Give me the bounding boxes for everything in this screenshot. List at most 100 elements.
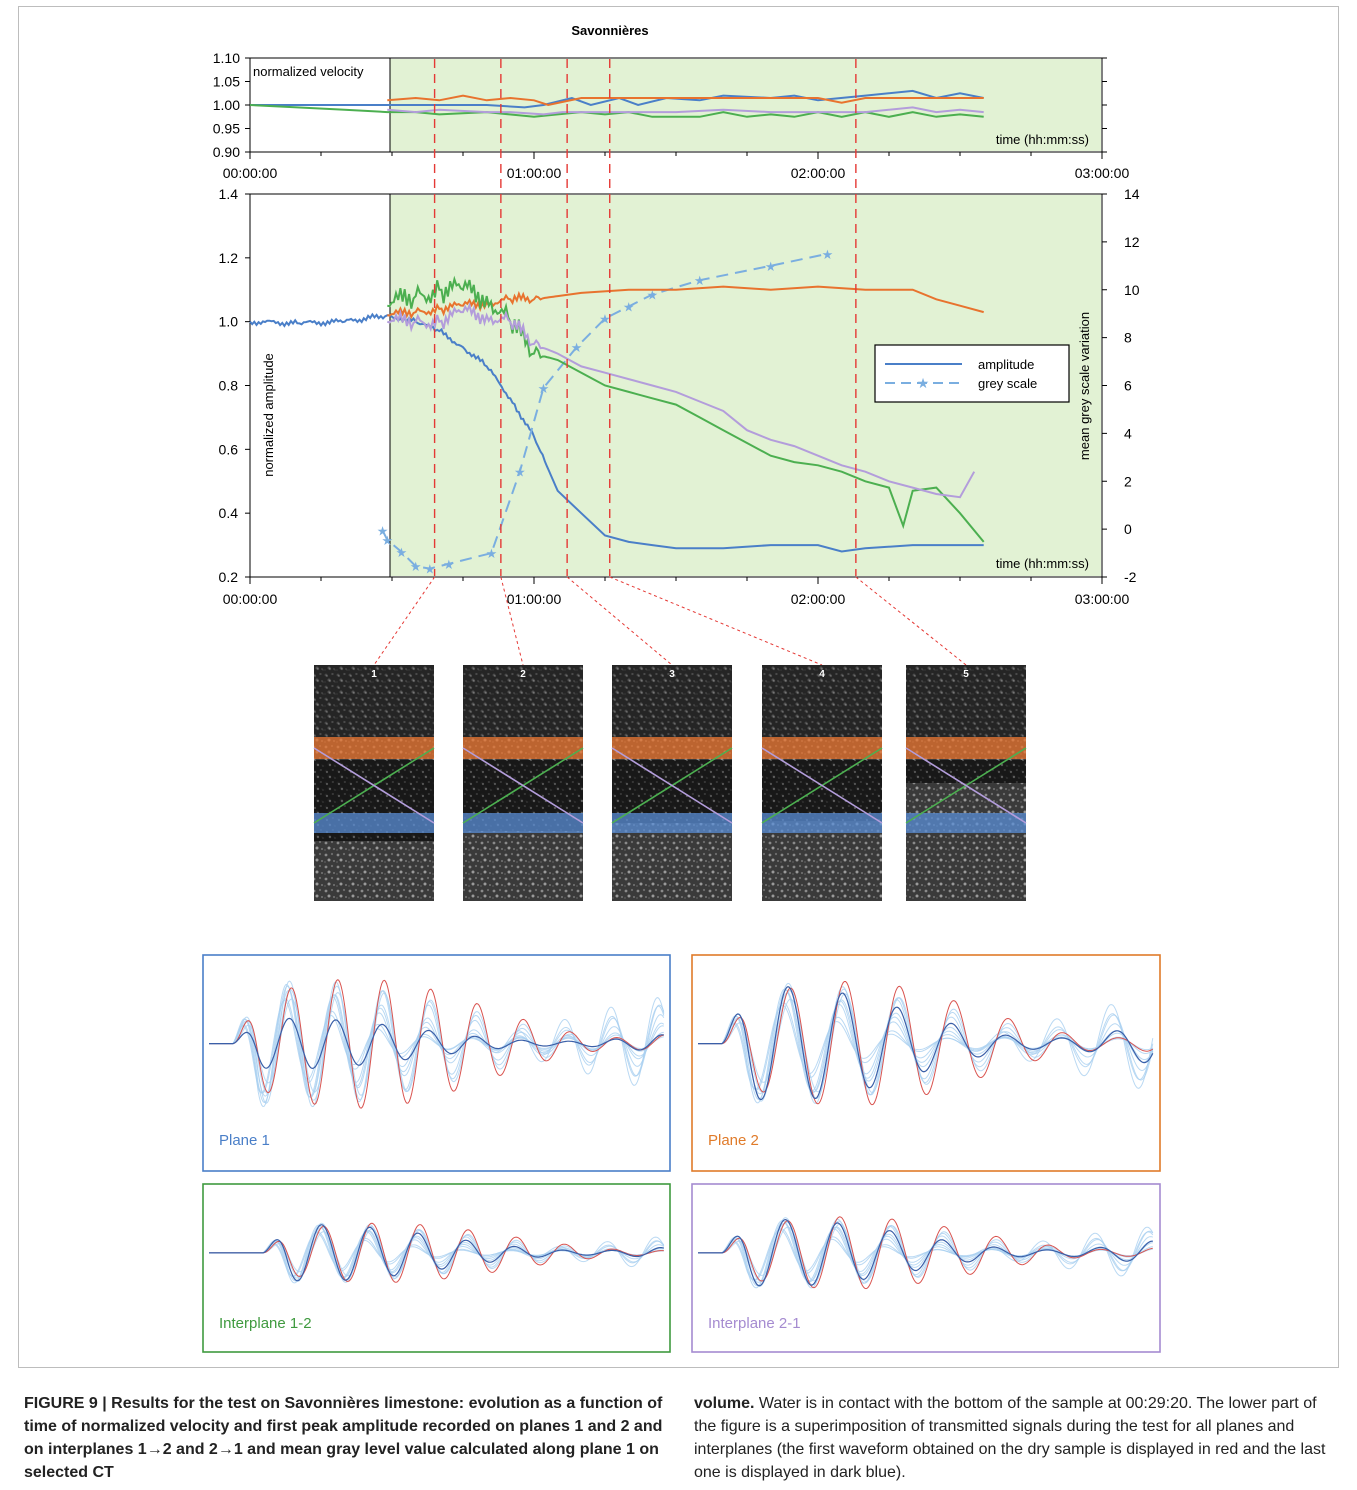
ct-image-label: 2 xyxy=(520,669,526,680)
ct-interplane-2-1 xyxy=(462,747,584,824)
grey-scale-ylabel: mean grey scale variation xyxy=(1077,312,1092,460)
ct-top-zone xyxy=(762,665,882,737)
caption-left-column: FIGURE 9 | Results for the test on Savon… xyxy=(24,1392,664,1484)
legend-amplitude-label: amplitude xyxy=(978,357,1034,372)
ct-plane-2-band xyxy=(762,737,882,759)
velocity-series-line xyxy=(250,89,984,109)
amplitude-ytick-label: 0.6 xyxy=(219,441,239,457)
grey-scale-ytick-label: 6 xyxy=(1124,378,1132,394)
grey-scale-ytick-label: -2 xyxy=(1124,569,1137,585)
waveform-trace xyxy=(209,980,664,1108)
ct-image-label: 4 xyxy=(819,669,825,680)
waveform-trace xyxy=(209,1231,665,1278)
amplitude-ytick-label: 1.2 xyxy=(219,250,239,266)
grey-scale-point: ★ xyxy=(694,273,706,288)
grey-scale-point: ★ xyxy=(396,545,408,560)
ct-dry-zone xyxy=(906,760,1026,783)
ct-image-label: 3 xyxy=(669,669,675,680)
velocity-ytick-label: 1.00 xyxy=(213,97,240,113)
velocity-series-line xyxy=(387,106,984,116)
waveform-last-trace xyxy=(698,986,1154,1101)
ct-top-zone xyxy=(314,665,434,737)
ct-interplane-2-1 xyxy=(905,747,1027,824)
waveform-last-trace xyxy=(209,1224,664,1282)
waveform-trace xyxy=(698,1002,1154,1091)
grey-scale-ytick-label: 2 xyxy=(1124,473,1132,489)
ct-plane-2-band xyxy=(314,737,434,759)
figure-frame xyxy=(18,6,1339,1368)
velocity-xtick-label: 02:00:00 xyxy=(791,165,846,181)
waveform-trace xyxy=(698,988,1154,1100)
ct-plane-1-band xyxy=(612,813,732,833)
velocity-water-region xyxy=(390,59,1101,151)
waveform-panel-label: Interplane 1-2 xyxy=(219,1315,312,1332)
caption-title-end: volume. xyxy=(694,1395,755,1412)
waveform-panel-label: Plane 2 xyxy=(708,1132,759,1149)
velocity-ytick-label: 0.95 xyxy=(213,121,240,137)
grey-scale-ytick-label: 8 xyxy=(1124,330,1132,346)
waveform-trace xyxy=(209,983,665,1108)
velocity-ylabel: normalized velocity xyxy=(253,64,364,79)
ct-interplane-2-1 xyxy=(313,747,435,824)
chart-legend: amplitude ★ grey scale xyxy=(874,344,1070,403)
ct-dry-zone xyxy=(612,760,732,823)
waveform-trace xyxy=(698,1226,1154,1281)
waveform-panel-label: Plane 1 xyxy=(219,1132,270,1149)
grey-scale-point: ★ xyxy=(377,523,389,538)
ct-image-label: 5 xyxy=(963,669,969,680)
amplitude-xtick-label: 00:00:00 xyxy=(223,591,278,607)
velocity-xtick-label: 03:00:00 xyxy=(1075,165,1130,181)
grey-scale-point: ★ xyxy=(538,381,550,396)
velocity-chart: 1.10 1.05 1.00 0.95 0.90 00:00:00 01:00:00 02:… xyxy=(213,50,1130,181)
ct-plane-1-band xyxy=(762,813,882,833)
ct-image-label: 1 xyxy=(371,669,377,680)
velocity-series-line xyxy=(249,104,984,118)
grey-scale-ytick-label: 4 xyxy=(1124,425,1132,441)
ct-connector-line xyxy=(609,576,823,666)
amplitude-series-line xyxy=(387,275,985,543)
waveform-first-trace xyxy=(209,1222,664,1283)
waveform-trace xyxy=(209,1232,665,1277)
waveform-trace xyxy=(209,997,665,1094)
grey-scale-point: ★ xyxy=(381,533,393,548)
ct-connector-line xyxy=(373,576,436,666)
amplitude-ytick-label: 0.4 xyxy=(219,505,239,521)
waveform-last-trace xyxy=(698,1218,1153,1287)
legend-box xyxy=(874,344,1070,403)
amplitude-ytick-label: 1.4 xyxy=(219,186,239,202)
waveform-trace xyxy=(698,1004,1154,1090)
waveform-trace xyxy=(209,985,664,1101)
ct-connector-line xyxy=(855,576,967,666)
amplitude-xtick-label: 03:00:00 xyxy=(1075,591,1130,607)
legend-grey-scale-label: grey scale xyxy=(978,376,1037,391)
grey-scale-point: ★ xyxy=(424,562,436,577)
ct-top-zone xyxy=(906,665,1026,737)
ct-top-zone xyxy=(463,665,583,737)
amplitude-ytick-label: 0.2 xyxy=(219,569,239,585)
ct-interplane-2-1 xyxy=(761,747,883,824)
legend-star-icon: ★ xyxy=(917,375,930,391)
amplitude-xtick-label: 01:00:00 xyxy=(507,591,562,607)
caption-title: FIGURE 9 | Results for the test on Savon… xyxy=(24,1395,663,1481)
amplitude-series-line xyxy=(249,312,984,553)
figure-title: Savonnières xyxy=(571,23,648,38)
amplitude-ytick-label: 1.0 xyxy=(219,314,239,330)
grey-scale-series-line xyxy=(381,252,828,570)
grey-scale-ytick-label: 0 xyxy=(1124,521,1132,537)
amplitude-series-line xyxy=(387,285,984,320)
ct-plane-1-band xyxy=(463,813,583,833)
grey-scale-point: ★ xyxy=(410,559,422,574)
velocity-xtick-label: 00:00:00 xyxy=(223,165,278,181)
velocity-xlabel: time (hh:mm:ss) xyxy=(996,132,1089,147)
grey-scale-point: ★ xyxy=(647,288,659,303)
ct-connector-line xyxy=(566,576,673,666)
waveform-panel-label: Interplane 2-1 xyxy=(708,1315,801,1332)
velocity-ytick-label: 0.90 xyxy=(213,144,240,160)
ct-image-strip: 1 2 3 4 5 xyxy=(313,576,1027,901)
velocity-xtick-label: 01:00:00 xyxy=(507,165,562,181)
amplitude-xlabel: time (hh:mm:ss) xyxy=(996,556,1089,571)
grey-scale-ytick-label: 10 xyxy=(1124,282,1140,298)
ct-plane-1-band xyxy=(906,813,1026,833)
ct-time-markers xyxy=(433,59,857,576)
